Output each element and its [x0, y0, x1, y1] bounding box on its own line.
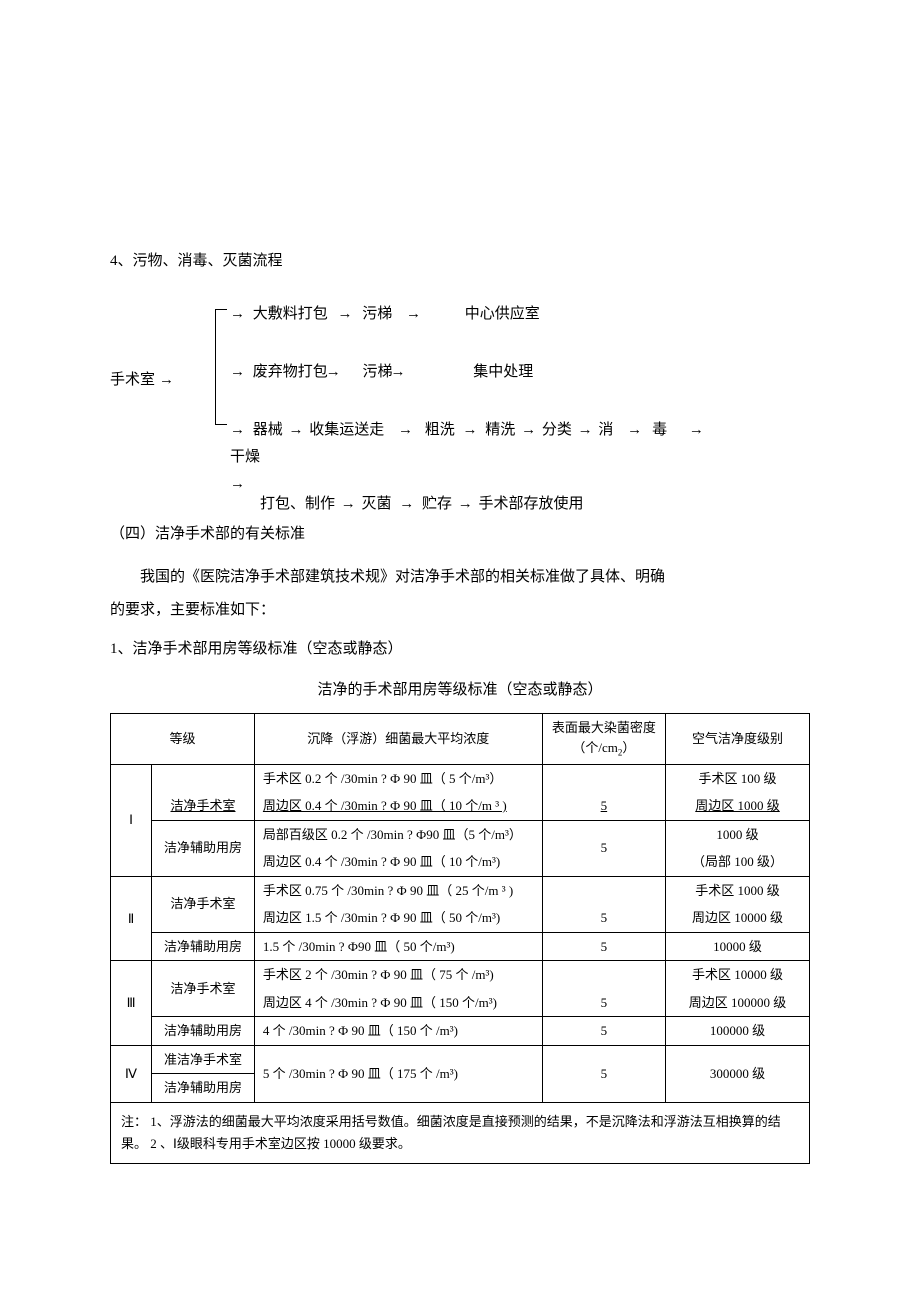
paragraph-intro-b: 的要求，主要标准如下：: [110, 596, 810, 625]
cell-surf: 5: [542, 876, 665, 932]
cell-conc: 5 个 /30min ? Ф 90 皿（ 175 个 /m³): [254, 1045, 542, 1102]
room-I-or: 洁净手术室: [152, 764, 255, 820]
cell-air: 周边区 1000 级: [666, 792, 810, 820]
th-conc: 沉降（浮游）细菌最大平均浓度: [254, 714, 542, 765]
cell-air: 手术区 100 级: [666, 764, 810, 792]
cell-conc: 手术区 0.75 个 /30min ? Ф 90 皿（ 25 个/m ³ ): [254, 876, 542, 904]
cell-air: 1000 级: [666, 820, 810, 848]
paragraph-intro-a: 我国的《医院洁净手术部建筑技术规》对洁净手术部的相关标准做了具体、明确: [110, 563, 810, 592]
cell-air: 10000 级: [666, 932, 810, 961]
cell-air: 周边区 100000 级: [666, 989, 810, 1017]
cell-conc: 周边区 0.4 个 /30min ? Ф 90 皿（ 10 个/m³): [254, 848, 542, 876]
cell-surf: 5: [542, 1045, 665, 1102]
table-header-row: 等级 沉降（浮游）细菌最大平均浓度 表面最大染菌密度 （个/cm2） 空气洁净度…: [111, 714, 810, 765]
flow-row2: → 废弃物打包→ 污梯→ 集中处理: [230, 361, 533, 384]
cell-air: 100000 级: [666, 1017, 810, 1046]
section-4-title: 4、污物、消毒、灭菌流程: [110, 250, 810, 273]
flow-row1: → 大敷料打包 → 污梯 → 中心供应室: [230, 303, 540, 326]
cell-air: 周边区 10000 级: [666, 904, 810, 932]
cell-conc: 4 个 /30min ? Ф 90 皿（ 150 个 /m³): [254, 1017, 542, 1046]
room-I-aux: 洁净辅助用房: [152, 820, 255, 876]
grade-I: Ⅰ: [111, 764, 152, 876]
room-IV-pre: 准洁净手术室: [152, 1045, 255, 1074]
th-surface: 表面最大染菌密度 （个/cm2）: [542, 714, 665, 765]
th-grade: 等级: [111, 714, 255, 765]
cell-conc: 周边区 4 个 /30min ? Ф 90 皿（ 150 个/m³): [254, 989, 542, 1017]
room-II-or: 洁净手术室: [152, 876, 255, 932]
row-II-aux: 洁净辅助用房 1.5 个 /30min ? Ф90 皿（ 50 个/m³) 5 …: [111, 932, 810, 961]
cell-air: 手术区 10000 级: [666, 961, 810, 989]
cell-conc: 1.5 个 /30min ? Ф90 皿（ 50 个/m³): [254, 932, 542, 961]
room-III-aux: 洁净辅助用房: [152, 1017, 255, 1046]
cell-surf: 5: [542, 932, 665, 961]
room-III-or: 洁净手术室: [152, 961, 255, 1017]
cell-air: 手术区 1000 级: [666, 876, 810, 904]
row-II-or-a: Ⅱ 洁净手术室 手术区 0.75 个 /30min ? Ф 90 皿（ 25 个…: [111, 876, 810, 904]
cell-conc: 周边区 1.5 个 /30min ? Ф 90 皿（ 50 个/m³): [254, 904, 542, 932]
row-III-or-a: Ⅲ 洁净手术室 手术区 2 个 /30min ? Ф 90 皿（ 75 个 /m…: [111, 961, 810, 989]
flow-source: 手术室→: [110, 369, 174, 392]
flow-row3: → 器械 → 收集运送走 → 粗洗 → 精洗 → 分类 → 消 →毒 → 干燥 …: [230, 417, 830, 498]
row-I-aux-a: 洁净辅助用房 局部百级区 0.2 个 /30min ? Ф90 皿（5 个/m³…: [111, 820, 810, 848]
flow-row4: 打包、制作 → 灭菌 → 贮存 → 手术部存放使用: [260, 493, 584, 516]
table-title: 洁净的手术部用房等级标准（空态或静态）: [110, 679, 810, 702]
cell-air: （局部 100 级）: [666, 848, 810, 876]
table-footnote: 注： 1、浮游法的细菌最大平均浓度采用括号数值。细菌浓度是直接预测的结果，不是沉…: [111, 1102, 810, 1163]
th-air: 空气洁净度级别: [666, 714, 810, 765]
standards-table: 等级 沉降（浮游）细菌最大平均浓度 表面最大染菌密度 （个/cm2） 空气洁净度…: [110, 713, 810, 1164]
grade-II: Ⅱ: [111, 876, 152, 961]
cell-surf: 5: [542, 764, 665, 820]
table-footnote-row: 注： 1、浮游法的细菌最大平均浓度采用括号数值。细菌浓度是直接预测的结果，不是沉…: [111, 1102, 810, 1163]
row-I-or-a: Ⅰ 洁净手术室 手术区 0.2 个 /30min ? Ф 90 皿（ 5 个/m…: [111, 764, 810, 792]
grade-IV: Ⅳ: [111, 1045, 152, 1102]
flow-diagram: 手术室→ → 大敷料打包 → 污梯 → 中心供应室 → 废弃物打包→ 污梯→ 集…: [110, 303, 810, 513]
room-II-aux: 洁净辅助用房: [152, 932, 255, 961]
cell-conc: 手术区 0.2 个 /30min ? Ф 90 皿（ 5 个/m³）: [254, 764, 542, 792]
cell-air: 300000 级: [666, 1045, 810, 1102]
cell-surf: 5: [542, 961, 665, 1017]
row-IV-pre: Ⅳ 准洁净手术室 5 个 /30min ? Ф 90 皿（ 175 个 /m³)…: [111, 1045, 810, 1074]
cell-surf: 5: [542, 1017, 665, 1046]
subsection-4-title: （四）洁净手术部的有关标准: [110, 523, 810, 546]
grade-III: Ⅲ: [111, 961, 152, 1046]
cell-surf: 5: [542, 820, 665, 876]
cell-conc: 周边区 0.4 个 /30min ? Ф 90 皿（ 10 个/m ³ ): [254, 792, 542, 820]
room-IV-aux: 洁净辅助用房: [152, 1074, 255, 1103]
cell-conc: 手术区 2 个 /30min ? Ф 90 皿（ 75 个 /m³): [254, 961, 542, 989]
numbered-item-1: 1、洁净手术部用房等级标准（空态或静态）: [110, 638, 810, 661]
row-III-aux: 洁净辅助用房 4 个 /30min ? Ф 90 皿（ 150 个 /m³) 5…: [111, 1017, 810, 1046]
cell-conc: 局部百级区 0.2 个 /30min ? Ф90 皿（5 个/m³）: [254, 820, 542, 848]
